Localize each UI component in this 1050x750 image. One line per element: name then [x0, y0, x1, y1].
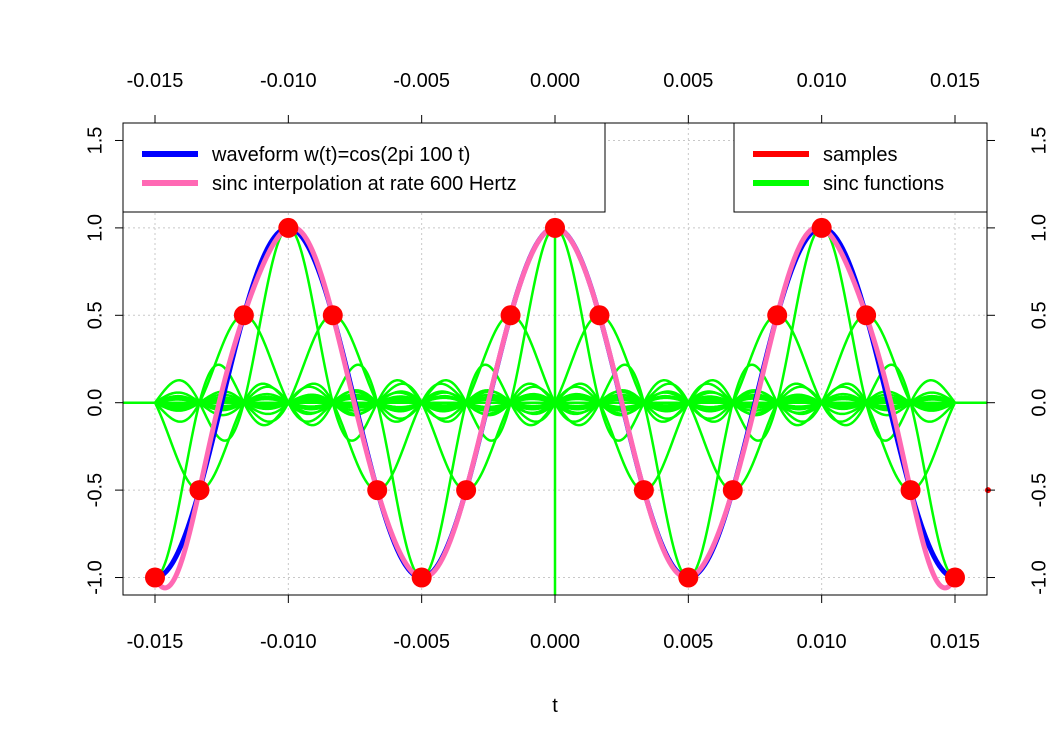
y-tick-label-right: -0.5 [1028, 473, 1050, 507]
x-axis-title: t [552, 695, 558, 717]
sample-point-3 [278, 217, 299, 238]
legend-label-samples: samples [823, 144, 897, 166]
legend-left: waveform w(t)=cos(2pi 100 t) sinc interp… [122, 122, 606, 213]
y-tick-label-right: 1.5 [1028, 127, 1050, 155]
y-tick-label-right: 1.0 [1028, 214, 1050, 242]
x-tick-label-top: 0.010 [797, 70, 847, 92]
x-tick-label-top: 0.005 [663, 70, 713, 92]
sample-point-15 [811, 217, 832, 238]
sample-point-5 [367, 480, 388, 501]
legend-right: samples sinc functions [733, 122, 988, 213]
sample-point-9 [545, 217, 565, 238]
x-tick-label-bottom: -0.015 [127, 631, 184, 653]
sample-point-18 [945, 567, 965, 588]
x-tick-label-top: 0.015 [930, 70, 980, 92]
sample-point-14 [767, 305, 788, 326]
samples-series [145, 217, 991, 588]
x-tick-label-bottom: -0.005 [393, 631, 450, 653]
y-tick-label-right: 0.0 [1028, 389, 1050, 417]
y-tick-label-left: 0.0 [84, 389, 106, 417]
sample-point-16 [856, 305, 877, 326]
x-tick-label-bottom: -0.010 [260, 631, 317, 653]
y-tick-label-left: 1.5 [84, 127, 106, 155]
legend-label-sinc-functions: sinc functions [823, 173, 944, 195]
y-tick-label-left: -1.0 [84, 560, 106, 594]
sample-point-7 [456, 480, 477, 501]
sample-point-17 [900, 480, 921, 501]
sample-point-4 [322, 305, 343, 326]
x-tick-label-top: -0.015 [127, 70, 184, 92]
sample-point-1 [189, 480, 210, 501]
y-tick-label-left: 1.0 [84, 214, 106, 242]
sample-point-8 [500, 305, 521, 326]
sample-point-12 [678, 567, 699, 588]
x-tick-label-top: -0.005 [393, 70, 450, 92]
x-tick-label-top: -0.010 [260, 70, 317, 92]
sample-point-6 [411, 567, 432, 588]
sample-point-2 [233, 305, 254, 326]
x-tick-label-bottom: 0.005 [663, 631, 713, 653]
y-tick-label-left: -0.5 [84, 473, 106, 507]
x-tick-label-bottom: 0.000 [530, 631, 580, 653]
axes: -0.015-0.015-0.010-0.010-0.005-0.0050.00… [84, 70, 1050, 653]
legend-label-waveform: waveform w(t)=cos(2pi 100 t) [211, 144, 470, 166]
legend-label-sinc-interpolation: sinc interpolation at rate 600 Hertz [212, 173, 517, 195]
sample-point-0 [145, 567, 165, 588]
sample-point-10 [589, 305, 610, 326]
sample-point-13 [722, 480, 743, 501]
x-tick-label-bottom: 0.010 [797, 631, 847, 653]
y-tick-label-right: 0.5 [1028, 301, 1050, 329]
y-tick-label-left: 0.5 [84, 301, 106, 329]
sinc-functions-series [123, 226, 987, 595]
x-tick-label-bottom: 0.015 [930, 631, 980, 653]
y-tick-label-right: -1.0 [1028, 560, 1050, 594]
x-tick-label-top: 0.000 [530, 70, 580, 92]
sample-point-11 [633, 480, 654, 501]
